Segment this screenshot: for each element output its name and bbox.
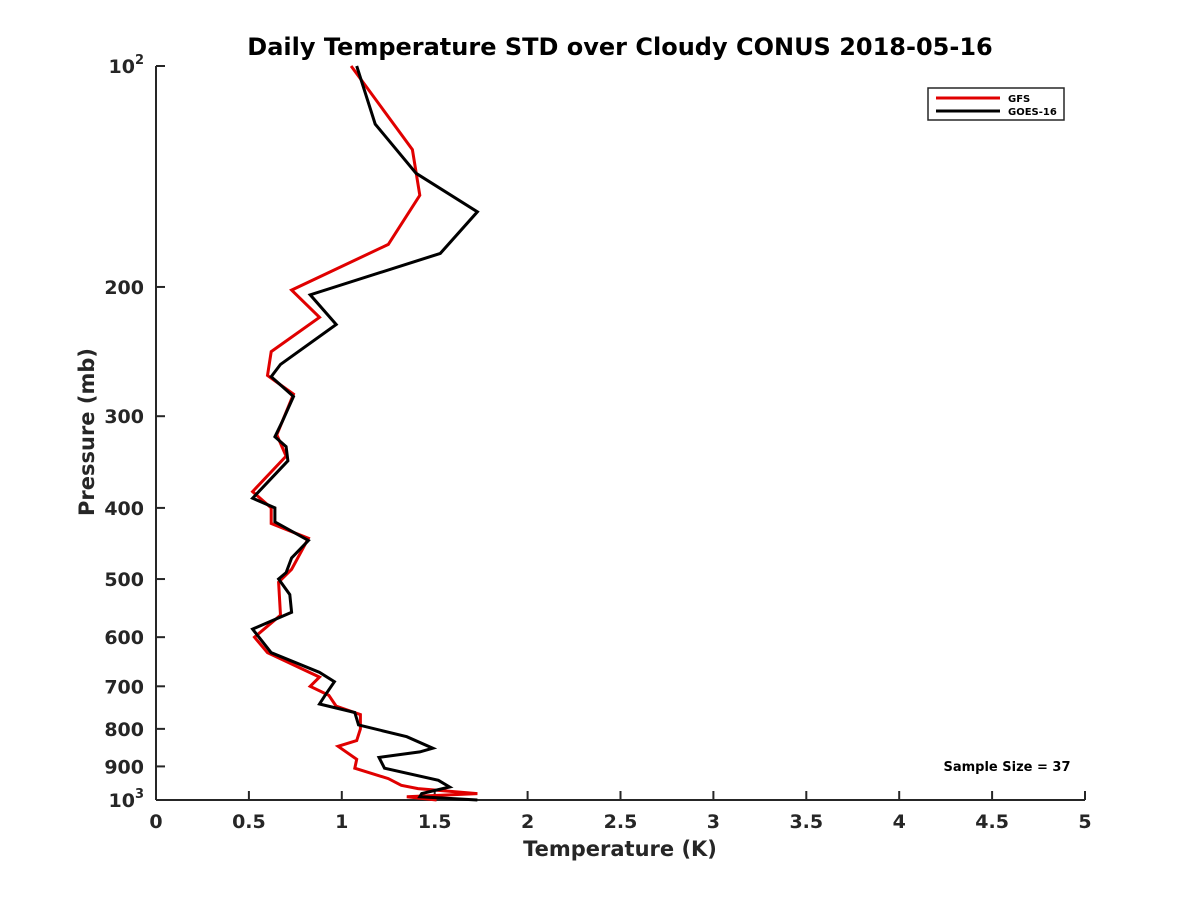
y-axis-label: Pressure (mb) <box>75 348 99 516</box>
x-tick-label: 3.5 <box>789 811 823 833</box>
x-axis-label: Temperature (K) <box>523 837 717 861</box>
y-tick-label: 200 <box>104 277 144 299</box>
y-tick-exponent: 3 <box>135 787 144 802</box>
x-tick-label: 2.5 <box>604 811 638 833</box>
x-tick-label: 4.5 <box>975 811 1009 833</box>
x-tick-label: 2 <box>521 811 534 833</box>
legend-label-goes-16: GOES-16 <box>1008 107 1057 118</box>
x-tick-label: 4 <box>893 811 906 833</box>
x-tick-label: 3 <box>707 811 720 833</box>
series-line-gfs <box>250 65 478 802</box>
legend-label-gfs: GFS <box>1008 94 1030 105</box>
legend: GFS GOES-16 <box>927 87 1065 121</box>
y-tick-label: 600 <box>104 627 144 649</box>
y-tick-label: 800 <box>104 719 144 741</box>
sample-size-annotation: Sample Size = 37 <box>943 760 1070 775</box>
y-tick-label: 300 <box>104 406 144 428</box>
y-tick-exponent: 2 <box>135 53 144 68</box>
y-tick-label: 900 <box>104 756 144 778</box>
x-tick-label: 0.5 <box>232 811 266 833</box>
y-tick-label: 102 <box>109 53 145 78</box>
plot-area: 0 0.5 1 1.5 2 2.5 3 3.5 4 4.5 5 102 200 300 400 500 600 7… <box>104 53 1091 833</box>
x-tick-label: 1 <box>335 811 348 833</box>
chart-title: Daily Temperature STD over Cloudy CONUS … <box>247 33 992 61</box>
x-tick-label: 5 <box>1078 811 1091 833</box>
x-tick-label: 1.5 <box>418 811 452 833</box>
y-tick-label: 400 <box>104 498 144 520</box>
legend-box <box>927 87 1065 121</box>
y-tick-label: 700 <box>104 676 144 698</box>
y-tick-label: 103 <box>109 787 145 812</box>
series-line-goes-16 <box>250 65 480 802</box>
y-tick-label: 500 <box>104 569 144 591</box>
x-tick-label: 0 <box>149 811 162 833</box>
